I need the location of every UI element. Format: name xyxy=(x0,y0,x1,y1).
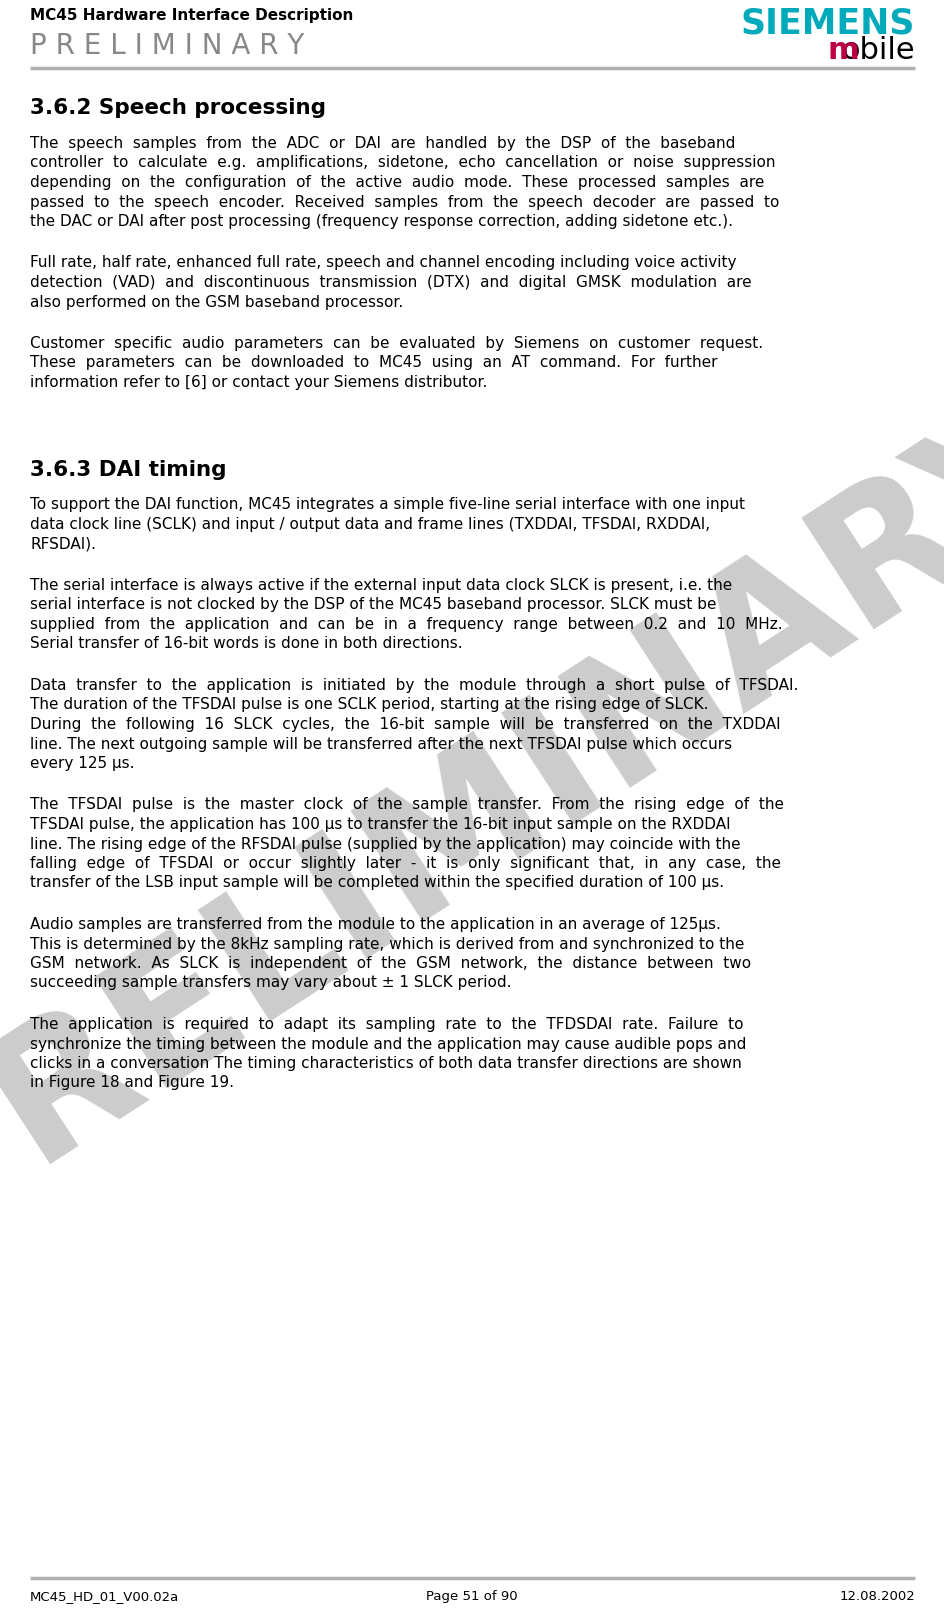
Text: Full rate, half rate, enhanced full rate, speech and channel encoding including : Full rate, half rate, enhanced full rate… xyxy=(30,255,735,270)
Text: Audio samples are transferred from the module to the application in an average o: Audio samples are transferred from the m… xyxy=(30,916,720,932)
Text: line. The next outgoing sample will be transferred after the next TFSDAI pulse w: line. The next outgoing sample will be t… xyxy=(30,737,732,751)
Text: Customer  specific  audio  parameters  can  be  evaluated  by  Siemens  on  cust: Customer specific audio parameters can b… xyxy=(30,336,763,351)
Text: synchronize the timing between the module and the application may cause audible : synchronize the timing between the modul… xyxy=(30,1036,746,1052)
Text: PRELIMINARY: PRELIMINARY xyxy=(0,372,944,1269)
Text: The  speech  samples  from  the  ADC  or  DAI  are  handled  by  the  DSP  of  t: The speech samples from the ADC or DAI a… xyxy=(30,136,734,150)
Text: The  application  is  required  to  adapt  its  sampling  rate  to  the  TFDSDAI: The application is required to adapt its… xyxy=(30,1016,743,1033)
Text: SIEMENS: SIEMENS xyxy=(740,6,914,40)
Text: passed  to  the  speech  encoder.  Received  samples  from  the  speech  decoder: passed to the speech encoder. Received s… xyxy=(30,194,779,210)
Text: also performed on the GSM baseband processor.: also performed on the GSM baseband proce… xyxy=(30,294,403,310)
Text: Page 51 of 90: Page 51 of 90 xyxy=(426,1590,517,1603)
Text: obile: obile xyxy=(840,36,914,65)
Text: detection  (VAD)  and  discontinuous  transmission  (DTX)  and  digital  GMSK  m: detection (VAD) and discontinuous transm… xyxy=(30,275,750,289)
Text: GSM  network.  As  SLCK  is  independent  of  the  GSM  network,  the  distance : GSM network. As SLCK is independent of t… xyxy=(30,957,750,971)
Text: RFSDAI).: RFSDAI). xyxy=(30,537,96,551)
Text: These  parameters  can  be  downloaded  to  MC45  using  an  AT  command.  For  : These parameters can be downloaded to MC… xyxy=(30,356,716,370)
Text: serial interface is not clocked by the DSP of the MC45 baseband processor. SLCK : serial interface is not clocked by the D… xyxy=(30,598,716,612)
Text: The  TFSDAI  pulse  is  the  master  clock  of  the  sample  transfer.  From  th: The TFSDAI pulse is the master clock of … xyxy=(30,798,784,813)
Text: P R E L I M I N A R Y: P R E L I M I N A R Y xyxy=(30,32,304,60)
Text: falling  edge  of  TFSDAI  or  occur  slightly  later  -  it  is  only  signific: falling edge of TFSDAI or occur slightly… xyxy=(30,856,780,871)
Text: During  the  following  16  SLCK  cycles,  the  16-bit  sample  will  be  transf: During the following 16 SLCK cycles, the… xyxy=(30,718,780,732)
Text: 12.08.2002: 12.08.2002 xyxy=(838,1590,914,1603)
Text: MC45_HD_01_V00.02a: MC45_HD_01_V00.02a xyxy=(30,1590,179,1603)
Text: MC45 Hardware Interface Description: MC45 Hardware Interface Description xyxy=(30,8,353,23)
Text: information refer to [6] or contact your Siemens distributor.: information refer to [6] or contact your… xyxy=(30,375,487,389)
Text: every 125 µs.: every 125 µs. xyxy=(30,756,134,771)
Text: transfer of the LSB input sample will be completed within the specified duration: transfer of the LSB input sample will be… xyxy=(30,876,723,890)
Text: To support the DAI function, MC45 integrates a simple five-line serial interface: To support the DAI function, MC45 integr… xyxy=(30,498,744,512)
Text: This is determined by the 8kHz sampling rate, which is derived from and synchron: This is determined by the 8kHz sampling … xyxy=(30,937,744,952)
Text: data clock line (SCLK) and input / output data and frame lines (TXDDAI, TFSDAI, : data clock line (SCLK) and input / outpu… xyxy=(30,517,709,532)
Text: 3.6.2 Speech processing: 3.6.2 Speech processing xyxy=(30,99,326,118)
Text: supplied  from  the  application  and  can  be  in  a  frequency  range  between: supplied from the application and can be… xyxy=(30,617,782,632)
Text: succeeding sample transfers may vary about ± 1 SLCK period.: succeeding sample transfers may vary abo… xyxy=(30,976,511,991)
Text: m: m xyxy=(826,36,858,65)
Text: TFSDAI pulse, the application has 100 µs to transfer the 16-bit input sample on : TFSDAI pulse, the application has 100 µs… xyxy=(30,818,730,832)
Text: Data  transfer  to  the  application  is  initiated  by  the  module  through  a: Data transfer to the application is init… xyxy=(30,679,798,693)
Text: The serial interface is always active if the external input data clock SLCK is p: The serial interface is always active if… xyxy=(30,579,732,593)
Text: line. The rising edge of the RFSDAI pulse (supplied by the application) may coin: line. The rising edge of the RFSDAI puls… xyxy=(30,837,740,852)
Text: the DAC or DAI after post processing (frequency response correction, adding side: the DAC or DAI after post processing (fr… xyxy=(30,213,733,229)
Text: The duration of the TFSDAI pulse is one SCLK period, starting at the rising edge: The duration of the TFSDAI pulse is one … xyxy=(30,698,708,713)
Text: depending  on  the  configuration  of  the  active  audio  mode.  These  process: depending on the configuration of the ac… xyxy=(30,175,764,191)
Text: in Figure 18 and Figure 19.: in Figure 18 and Figure 19. xyxy=(30,1076,234,1091)
Text: Serial transfer of 16-bit words is done in both directions.: Serial transfer of 16-bit words is done … xyxy=(30,637,463,651)
Text: controller  to  calculate  e.g.  amplifications,  sidetone,  echo  cancellation : controller to calculate e.g. amplificati… xyxy=(30,155,775,171)
Text: 3.6.3 DAI timing: 3.6.3 DAI timing xyxy=(30,459,227,480)
Text: clicks in a conversation The timing characteristics of both data transfer direct: clicks in a conversation The timing char… xyxy=(30,1055,741,1071)
